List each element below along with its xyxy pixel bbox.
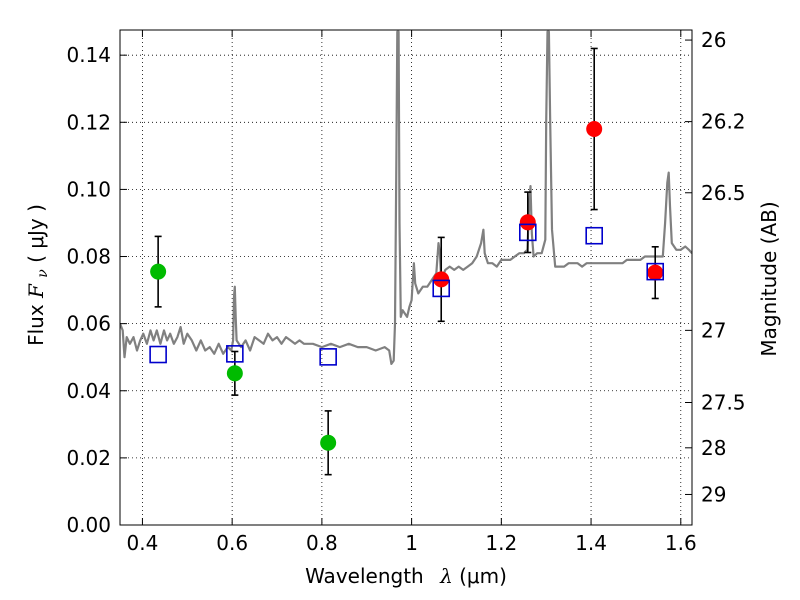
y-tick-label: 0.14 <box>66 43 111 67</box>
data-point-circle <box>433 271 450 288</box>
y-tick-label: 0.06 <box>66 312 111 336</box>
data-point-circle <box>150 263 167 280</box>
y-tick-label: 0.08 <box>66 245 111 269</box>
y2-tick-label: 28 <box>701 436 726 460</box>
y-tick-label: 0.00 <box>66 513 111 537</box>
y-tick-label: 0.12 <box>66 110 111 134</box>
data-point-circle <box>519 214 536 231</box>
x-tick-label: 0.4 <box>127 531 159 555</box>
data-point-circle <box>647 264 664 281</box>
data-point-square <box>319 348 337 366</box>
y-axis-label: Flux F ν ( μJy ) <box>24 204 52 346</box>
x-tick-label: 0.8 <box>306 531 338 555</box>
x-axis-label-symbol: λ <box>439 564 453 588</box>
y2-tick-label: 27.5 <box>701 391 746 415</box>
plot-frame <box>119 29 693 526</box>
data-point-square <box>149 345 167 364</box>
data-point-square <box>519 223 537 242</box>
x-axis-label-unit: (μm) <box>459 564 507 588</box>
x-tick-label: 1.6 <box>665 531 697 555</box>
data-point-square <box>585 226 603 245</box>
y-axis-label-subscript: ν <box>35 269 51 278</box>
data-point-circle <box>586 121 603 137</box>
data-point-circle <box>226 365 243 382</box>
x-axis-label: Wavelength λ (μm) <box>305 564 507 588</box>
data-point-square <box>646 262 665 281</box>
data-point-circle <box>320 434 337 451</box>
x-tick-label: 1.2 <box>485 531 517 555</box>
data-markers <box>149 47 665 476</box>
y-axis-label-symbol: F <box>24 283 48 299</box>
x-tick-label: 0.6 <box>216 531 248 555</box>
y-tick-label: 0.02 <box>66 446 111 470</box>
x-tick-label: 1.4 <box>575 531 607 555</box>
y-tick-label: 0.10 <box>66 177 111 201</box>
y2-tick-label: 27 <box>701 318 726 342</box>
x-axis-label-main: Wavelength <box>305 564 424 588</box>
y2-axis-label: Magnitude (AB) <box>757 201 781 356</box>
y-axis-label-main: Flux <box>24 298 48 346</box>
data-point-square <box>432 279 451 298</box>
plot-content <box>120 30 692 476</box>
y2-tick-label: 26.2 <box>701 110 746 134</box>
spectrum-line <box>120 30 692 365</box>
grid-lines <box>120 30 692 526</box>
y-tick-label: 0.04 <box>66 379 111 403</box>
y2-tick-label: 26.5 <box>701 181 746 205</box>
y2-tick-label: 26 <box>701 28 726 52</box>
axis-ticks: 0.4 0.6 0.8 1 1.2 1.4 1.6 0.00 0.02 0.04 0.06 0.08 0… <box>66 28 745 555</box>
y2-tick-label: 29 <box>701 482 726 506</box>
x-tick-label: 1 <box>405 531 418 555</box>
data-point-square <box>226 345 244 363</box>
y-axis-label-unit: ( μJy ) <box>24 204 48 263</box>
